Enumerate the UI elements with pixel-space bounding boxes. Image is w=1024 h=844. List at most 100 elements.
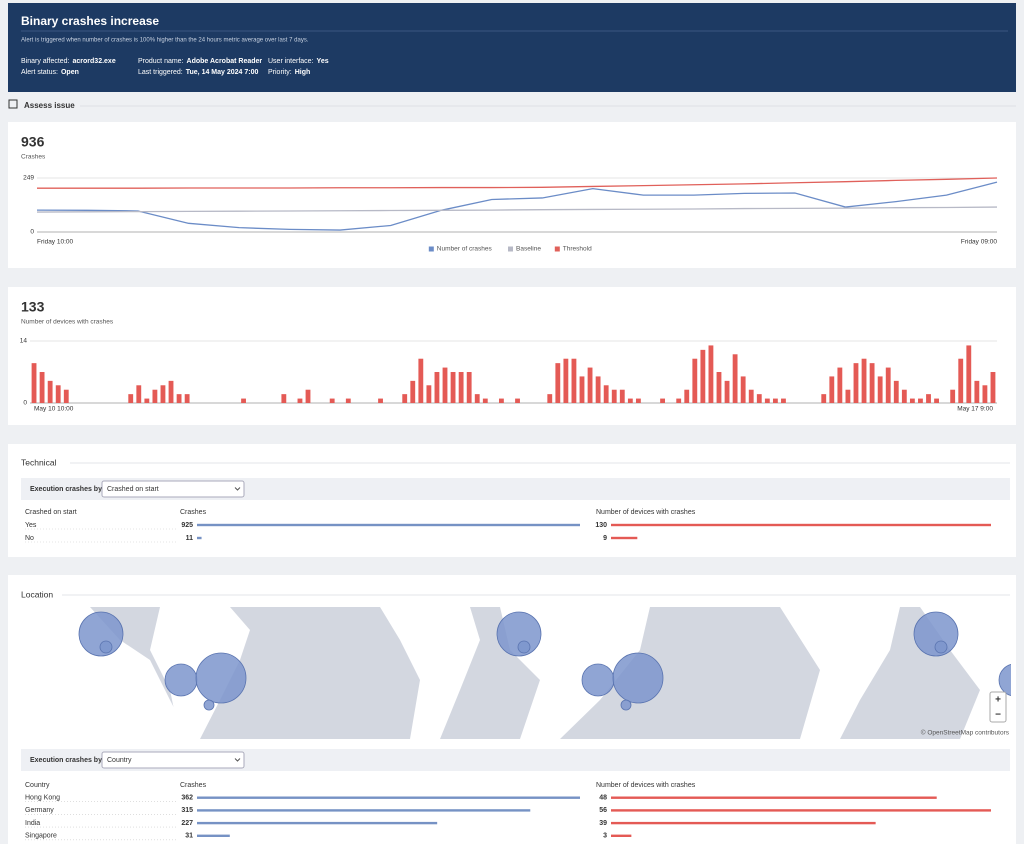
bar: [772, 398, 778, 403]
y-tick-label: 14: [20, 338, 28, 345]
card-title: Technical: [21, 457, 57, 467]
bar: [982, 385, 988, 403]
bar: [853, 363, 859, 403]
card: [8, 287, 1016, 425]
zoom-out[interactable]: −: [995, 710, 1001, 721]
bar: [869, 363, 875, 403]
column-header: Crashes: [180, 509, 207, 516]
devices-value: 9: [603, 535, 607, 542]
summary-label: Number of devices with crashes: [21, 319, 114, 326]
legend-label: Threshold: [563, 246, 592, 253]
bar: [845, 389, 851, 403]
bar: [474, 394, 480, 403]
devices-bar: [611, 523, 991, 527]
bar: [611, 389, 617, 403]
bar: [128, 394, 134, 403]
select-caret: [234, 758, 241, 762]
crashes-value: 315: [181, 807, 193, 814]
bar: [950, 389, 956, 403]
bar: [603, 385, 609, 403]
bar: [627, 398, 633, 403]
bar: [31, 363, 37, 403]
crashes-value: 925: [181, 522, 193, 529]
legend-label: Number of crashes: [437, 246, 493, 253]
bar: [877, 376, 883, 403]
column-header: Number of devices with crashes: [596, 509, 696, 516]
bar: [934, 398, 939, 403]
filter-select[interactable]: [101, 751, 245, 769]
field-label: Last triggered:: [138, 69, 183, 76]
assess-icon: [8, 99, 18, 109]
map: [21, 607, 1011, 739]
bar: [410, 380, 416, 403]
bar: [885, 367, 891, 403]
series-line: [37, 177, 998, 189]
bar: [901, 389, 907, 403]
bar: [402, 394, 408, 403]
bar: [926, 394, 931, 403]
field-label: User interface:: [268, 58, 314, 65]
bar: [571, 358, 577, 403]
bar: [861, 358, 867, 403]
bar: [281, 394, 287, 403]
devices-bar: [611, 809, 991, 812]
bar: [434, 372, 440, 403]
crash-bubbles: [78, 611, 1011, 711]
bar: [498, 398, 504, 403]
bar: [555, 363, 561, 403]
bar: [63, 389, 69, 403]
bar: [458, 372, 464, 403]
bar: [136, 385, 142, 403]
row-label: Singapore: [25, 833, 57, 840]
bar: [579, 376, 585, 403]
crashes-value: 227: [181, 820, 193, 827]
bar: [716, 372, 722, 403]
bar: [821, 394, 827, 403]
field: Binary affected: acrord32.exe: [21, 58, 116, 65]
crashes-value: 31: [185, 833, 193, 840]
field: User interface: Yes: [268, 58, 329, 65]
bar: [329, 398, 335, 403]
alert-header: [8, 3, 1016, 92]
crashes-bar: [197, 523, 580, 527]
devices-bar: [611, 821, 876, 825]
filter-value[interactable]: Country: [107, 757, 132, 764]
devices-value: 130: [595, 522, 607, 529]
bar: [918, 398, 923, 403]
bar: [241, 398, 246, 403]
devices-value: 56: [599, 807, 607, 814]
bar: [55, 385, 61, 403]
section-title: Assess issue: [24, 101, 75, 110]
legend-swatch: [508, 246, 513, 252]
crashes-value: 11: [186, 535, 194, 542]
bar: [660, 398, 665, 403]
bar: [619, 389, 625, 403]
bar: [893, 380, 899, 403]
filter-label: Execution crashes by: [30, 757, 102, 764]
field-value: High: [295, 69, 311, 76]
bar: [184, 394, 190, 403]
row-label: No: [25, 535, 34, 542]
y-tick-label: 249: [23, 175, 34, 182]
row-label: Yes: [25, 522, 37, 529]
series-line: [36, 206, 998, 213]
bar: [756, 394, 762, 403]
bar: [144, 398, 150, 403]
bar: [378, 398, 383, 403]
bar: [152, 389, 158, 403]
field: Product name: Adobe Acrobat Reader: [138, 58, 262, 65]
bar: [39, 372, 45, 403]
field-value: Open: [61, 69, 79, 76]
alert-title: Binary crashes increase: [21, 14, 159, 28]
series-line: [36, 181, 998, 231]
devices-value: 39: [599, 820, 607, 827]
bar: [176, 394, 182, 403]
filter-select[interactable]: [101, 480, 245, 498]
field-value: Adobe Acrobat Reader: [187, 58, 263, 65]
filter-bar: [21, 478, 1010, 500]
filter-value[interactable]: Crashed on start: [107, 486, 159, 493]
column-header: Number of devices with crashes: [596, 782, 696, 789]
zoom-in[interactable]: +: [995, 695, 1001, 706]
